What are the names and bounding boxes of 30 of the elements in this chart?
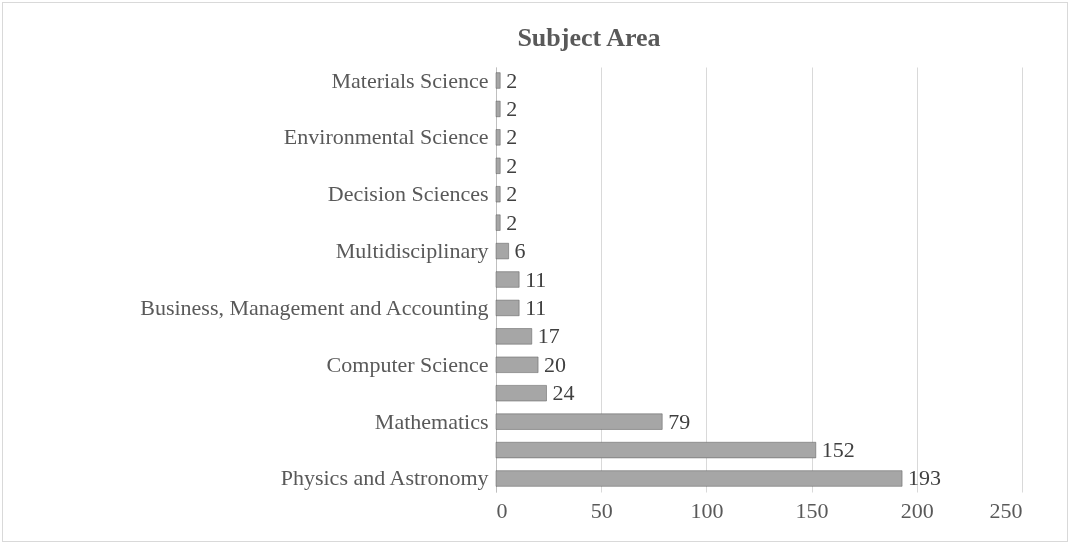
data-label: 193 (908, 465, 942, 491)
data-label: 11 (525, 266, 547, 292)
y-tick-label: Physics and Astronomy (280, 465, 489, 491)
x-tick-label: 0 (496, 497, 508, 523)
data-label: 11 (525, 294, 547, 320)
y-tick-label: Mathematics (374, 408, 489, 434)
data-label: 20 (544, 351, 567, 377)
y-tick-label: Materials Science (331, 67, 489, 93)
data-label: 6 (514, 238, 526, 264)
data-label: 79 (668, 408, 691, 434)
y-tick-label: Multidisciplinary (335, 238, 489, 264)
x-tick-label: 250 (989, 497, 1023, 523)
data-label: 2 (506, 209, 518, 235)
y-tick-label: Business, Management and Accounting (140, 294, 489, 320)
chart-title: Subject Area (517, 23, 661, 52)
data-label: 24 (552, 380, 575, 406)
data-label: 2 (506, 181, 518, 207)
x-tick-label: 100 (690, 497, 724, 523)
data-label: 2 (506, 152, 518, 178)
data-label: 2 (506, 95, 518, 121)
x-tick-label: 200 (900, 497, 934, 523)
x-tick-label: 150 (795, 497, 829, 523)
data-label: 152 (821, 437, 855, 463)
data-label: 17 (537, 323, 560, 349)
y-tick-label: Decision Sciences (327, 181, 489, 207)
data-label: 2 (506, 124, 518, 150)
y-tick-label: Environmental Science (283, 124, 489, 150)
data-label: 2 (506, 67, 518, 93)
x-tick-label: 50 (590, 497, 613, 523)
y-tick-label: Computer Science (326, 351, 489, 377)
